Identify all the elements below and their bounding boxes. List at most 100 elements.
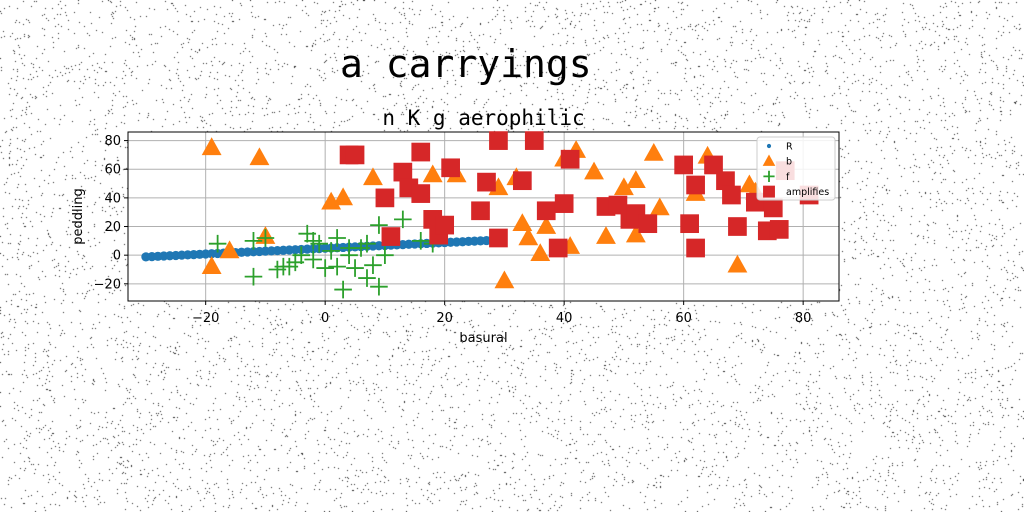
legend-label: R [786, 142, 793, 153]
data-point [686, 238, 705, 258]
data-point [769, 220, 789, 239]
x-tick-label: −20 [192, 311, 219, 326]
data-point [477, 172, 496, 192]
data-point [381, 227, 401, 246]
data-point [244, 232, 263, 250]
legend-marker [763, 185, 775, 198]
ticks: −20 0 20 40 60 80 −20 0 20 40 60 80 [94, 134, 812, 326]
y-axis-label: peddling [71, 188, 86, 244]
data-point [322, 242, 340, 260]
data-point [763, 198, 783, 218]
data-point [524, 131, 544, 150]
x-tick-label: 20 [436, 311, 453, 326]
data-point [613, 177, 634, 196]
data-point [422, 164, 443, 183]
data-point [411, 184, 431, 203]
y-tick-label: 20 [104, 220, 121, 235]
data-point [489, 228, 508, 248]
data-point [333, 187, 354, 206]
data-point [340, 239, 358, 257]
data-point [548, 238, 568, 258]
axes-frame [127, 131, 840, 302]
figure-title: a carryings [340, 42, 592, 86]
data-point [686, 175, 705, 195]
data-point [643, 143, 664, 161]
data-point [560, 149, 580, 169]
data-point [375, 188, 395, 208]
legend-marker [763, 170, 775, 182]
x-tick-label: 40 [556, 311, 573, 326]
legend-label: f [786, 172, 790, 183]
data-point [345, 145, 365, 165]
data-point [393, 162, 413, 182]
data-point [471, 201, 490, 221]
data-point [208, 234, 227, 253]
data-point [716, 171, 735, 191]
data-point [304, 250, 323, 269]
data-point [530, 243, 551, 262]
data-point [328, 229, 346, 247]
data-point [554, 194, 574, 213]
data-point [680, 214, 699, 234]
data-point [363, 167, 383, 186]
y-tick-label: −20 [94, 277, 121, 292]
data-point [394, 210, 412, 229]
data-marks [141, 131, 819, 299]
data-point [512, 171, 532, 191]
data-point [727, 254, 748, 273]
data-point [370, 277, 388, 296]
x-axis-label: basural [459, 331, 507, 346]
data-point [596, 226, 616, 244]
data-point [704, 155, 723, 175]
data-point [625, 170, 646, 189]
legend-label: amplifies [786, 187, 829, 198]
data-point [512, 213, 533, 231]
legend-marker [762, 154, 776, 166]
data-point [728, 217, 747, 236]
data-point [608, 195, 628, 215]
y-tick-label: 60 [104, 163, 121, 178]
x-tick-label: 80 [795, 311, 812, 326]
x-tick-label: 60 [675, 311, 692, 326]
data-point [370, 216, 388, 234]
y-tick-label: 80 [104, 134, 121, 149]
data-point [328, 257, 346, 276]
legend: Rbf amplifies [756, 136, 836, 201]
data-point [584, 161, 604, 180]
data-point [536, 201, 556, 221]
data-point [358, 269, 376, 287]
data-point [256, 229, 275, 247]
series-amplifies [339, 131, 819, 258]
data-point [638, 214, 658, 234]
x-tick-label: 0 [321, 311, 329, 326]
data-point [219, 240, 240, 259]
data-point [649, 197, 670, 216]
data-point [441, 158, 460, 178]
y-tick-label: 0 [113, 249, 121, 264]
legend-label: b [786, 157, 792, 168]
data-point [674, 155, 694, 175]
data-point [346, 259, 364, 277]
data-point [201, 256, 222, 274]
legend-marker [766, 143, 772, 149]
data-point [334, 280, 352, 299]
chart-title: n K g aerophilic [382, 106, 584, 130]
data-point [411, 142, 431, 162]
data-point [358, 234, 376, 253]
data-point [249, 147, 270, 166]
data-point [536, 216, 557, 234]
data-point [316, 259, 334, 277]
y-tick-label: 40 [104, 191, 121, 206]
series-f [208, 210, 454, 299]
data-point [435, 215, 455, 235]
data-point [518, 227, 539, 246]
data-point [625, 224, 646, 243]
data-point [376, 246, 394, 264]
data-point [244, 267, 263, 286]
data-point [722, 185, 741, 205]
data-point [364, 256, 382, 274]
legend-box [756, 136, 836, 201]
data-point [201, 137, 222, 156]
